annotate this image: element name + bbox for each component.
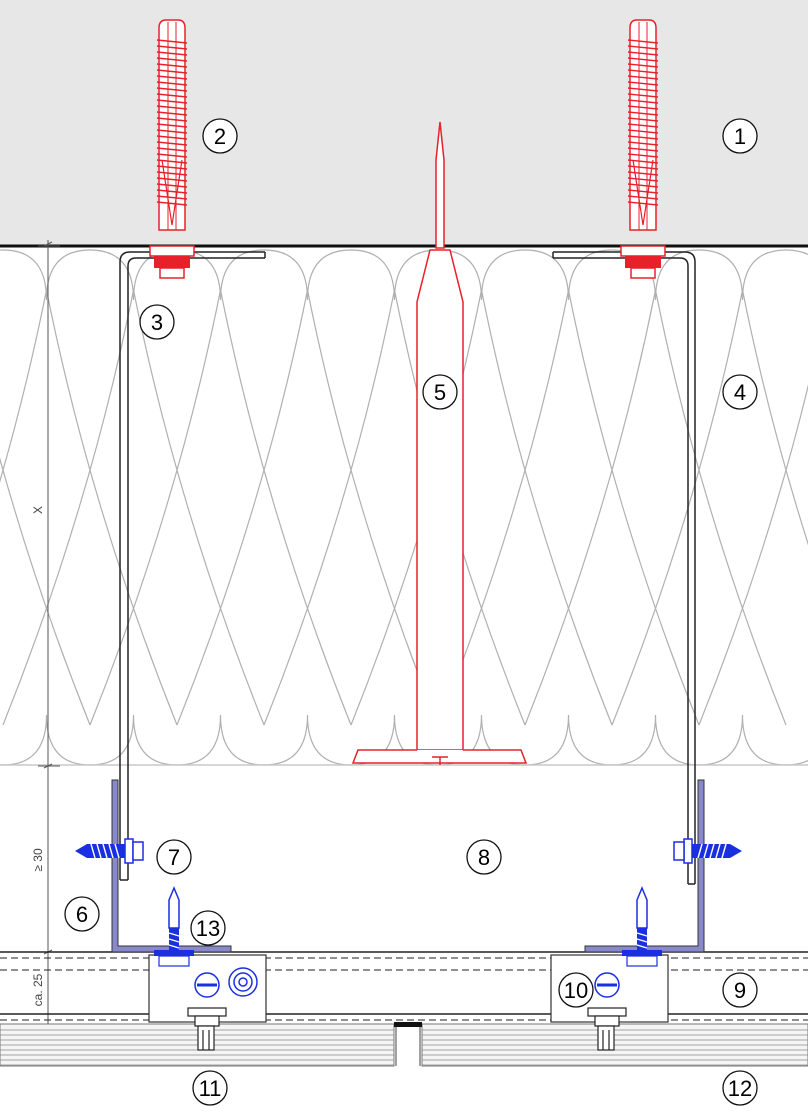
callout-10: 10 [558, 972, 594, 1008]
callout-label: 5 [434, 380, 446, 405]
horizontal-rail [0, 951, 808, 1021]
cladding-panels [0, 1022, 808, 1067]
dimension-gap: ≥ 30 [31, 848, 45, 872]
callout-label: 12 [728, 1076, 752, 1101]
wall-anchor-left [149, 19, 195, 279]
callout-label: 1 [734, 124, 746, 149]
callout-6: 6 [64, 896, 100, 932]
callout-label: 6 [76, 902, 88, 927]
screw-left [75, 838, 144, 864]
rivet-right [594, 972, 620, 998]
wall-substrate [0, 0, 808, 248]
callout-label: 3 [151, 310, 163, 335]
callout-label: 10 [564, 978, 588, 1003]
callout-2: 2 [202, 118, 238, 154]
callout-label: 9 [734, 978, 746, 1003]
callout-label: 8 [478, 845, 490, 870]
dimension-insulation: X [31, 506, 45, 514]
callout-label: 4 [734, 380, 746, 405]
callout-3: 3 [139, 304, 175, 340]
rivet-left [194, 972, 220, 998]
insulation-layer [0, 249, 808, 766]
callout-9: 9 [722, 972, 758, 1008]
callout-label: 7 [168, 845, 180, 870]
rail-screw-right [622, 886, 662, 967]
callout-5: 5 [422, 374, 458, 410]
bracket-left [111, 251, 266, 953]
callout-7: 7 [156, 839, 192, 875]
bracket-right [552, 251, 705, 953]
screw-right [673, 838, 742, 864]
callout-13: 13 [190, 910, 226, 946]
dimension-rail: ca. 25 [31, 973, 45, 1006]
callout-label: 13 [196, 916, 220, 941]
rivet-nut-left [228, 967, 258, 997]
callout-4: 4 [722, 374, 758, 410]
panel-fastener-left [187, 1007, 227, 1051]
callout-11: 11 [192, 1070, 228, 1106]
wall-anchor-right [620, 19, 666, 279]
callout-label: 11 [199, 1076, 222, 1101]
panel-fastener-right [587, 1007, 627, 1051]
insulation-fixing [351, 121, 528, 765]
callout-label: 2 [214, 124, 226, 149]
rail-screw-left [154, 886, 194, 967]
callout-1: 1 [722, 118, 758, 154]
callout-8: 8 [466, 839, 502, 875]
callout-12: 12 [722, 1070, 758, 1106]
